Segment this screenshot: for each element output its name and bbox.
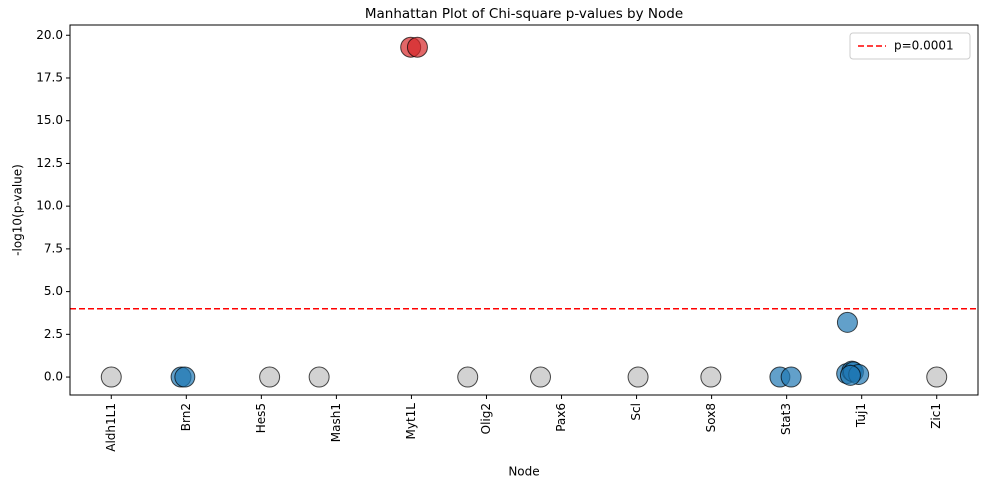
point <box>780 366 802 388</box>
point <box>926 366 948 388</box>
x-tick-label: Stat3 <box>779 403 793 435</box>
point <box>627 366 649 388</box>
y-tick-label: 0.0 <box>44 370 63 384</box>
y-tick-label: 12.5 <box>36 156 63 170</box>
point <box>836 311 858 333</box>
y-tick-label: 2.5 <box>44 327 63 341</box>
point <box>457 366 479 388</box>
point <box>174 366 196 388</box>
x-tick-label: Myt1L <box>404 403 418 440</box>
y-tick-label: 10.0 <box>36 199 63 213</box>
x-tick-label: Hes5 <box>254 403 268 433</box>
x-axis-label: Node <box>508 465 539 479</box>
x-tick-label: Pax6 <box>554 403 568 432</box>
x-tick-label: Tuj1 <box>854 403 868 428</box>
x-tick-label: Mash1 <box>329 403 343 442</box>
plot-frame <box>69 24 979 396</box>
x-tick-label: Olig2 <box>479 403 493 434</box>
y-tick-label: 7.5 <box>44 241 63 255</box>
point <box>100 366 122 388</box>
legend-box <box>849 32 971 60</box>
point <box>530 366 552 388</box>
point <box>308 366 330 388</box>
legend-label: p=0.0001 <box>894 39 954 53</box>
point <box>406 36 428 58</box>
x-tick-label: Scl <box>629 403 643 421</box>
x-tick-label: Brn2 <box>179 403 193 431</box>
chart-title: Manhattan Plot of Chi-square p-values by… <box>365 6 683 22</box>
x-tick-label: Aldh1L1 <box>104 403 118 452</box>
x-tick-label: Sox8 <box>704 403 718 432</box>
point <box>700 366 722 388</box>
y-tick-label: 20.0 <box>36 28 63 42</box>
point <box>839 364 861 386</box>
y-tick-label: 5.0 <box>44 284 63 298</box>
y-tick-label: 17.5 <box>36 70 63 84</box>
y-axis-label: -log10(p-value) <box>11 164 25 256</box>
point <box>259 366 281 388</box>
x-tick-label: Zic1 <box>929 403 943 429</box>
y-tick-label: 15.0 <box>36 113 63 127</box>
